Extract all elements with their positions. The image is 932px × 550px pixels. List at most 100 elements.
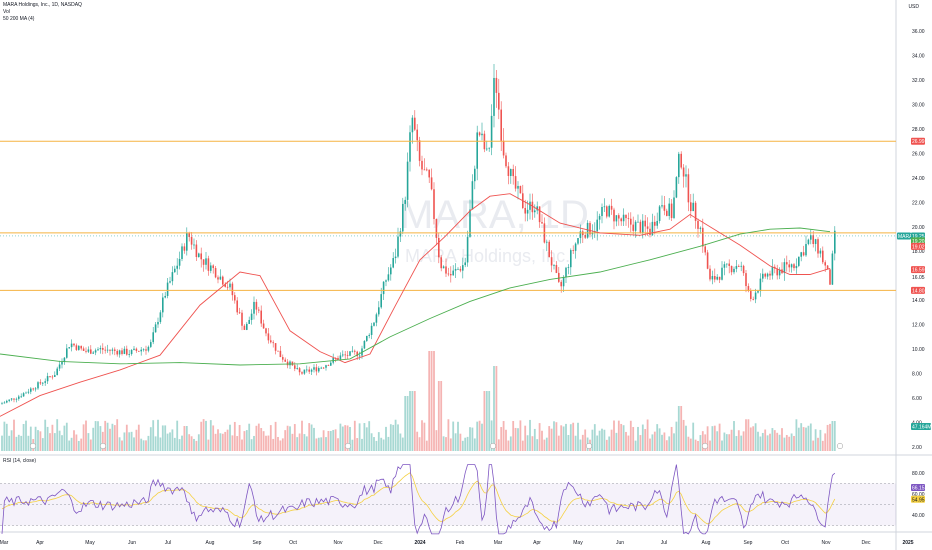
candle-body	[764, 273, 766, 277]
candle-body	[111, 349, 114, 351]
candle-body	[15, 398, 18, 400]
candle-body	[510, 169, 512, 176]
candle-body	[718, 276, 721, 280]
volume-bar	[327, 431, 330, 451]
volume-bar	[704, 434, 707, 451]
volume-bar	[797, 427, 800, 451]
candle-body	[826, 265, 829, 270]
volume-bar	[25, 420, 27, 451]
candle-body	[363, 340, 366, 349]
volume-bar	[697, 440, 699, 451]
volume-bar	[627, 435, 630, 451]
candle-body	[339, 355, 342, 360]
currency-label[interactable]: USD	[908, 4, 919, 10]
volume-bar	[497, 439, 500, 451]
volume-bar	[418, 437, 421, 451]
candle-body	[613, 209, 615, 222]
time-axis: Mar Apr May Jun Jul Aug Sep Oct Nov Dec 2024 Feb Mar…	[0, 540, 914, 546]
rsi-legend[interactable]: RSI (14, close)	[3, 458, 37, 464]
candle-body	[49, 376, 51, 377]
candle-body	[411, 117, 414, 133]
volume-bar	[171, 429, 174, 451]
candle-body	[620, 218, 622, 222]
candle-body	[142, 349, 145, 351]
symbol-title[interactable]: MARA Holdings, Inc., 1D, NASDAQ	[3, 2, 82, 8]
candle-body	[622, 214, 625, 222]
volume-bar	[125, 424, 128, 451]
candle-body	[776, 268, 778, 276]
volume-bar	[490, 420, 493, 451]
candle-body	[198, 253, 200, 258]
volume-bar	[308, 423, 311, 451]
candle-body	[169, 281, 171, 283]
volume-bar	[421, 420, 423, 451]
ma-legend[interactable]: 50 200 MA (4)	[3, 16, 35, 22]
volume-bar	[44, 419, 47, 451]
candle-body	[265, 328, 267, 334]
volume-bar	[473, 438, 476, 451]
time-tick-label: 2025	[902, 540, 913, 546]
candle-body	[558, 272, 560, 282]
candle-body	[193, 244, 195, 246]
volume-bar	[178, 439, 181, 451]
candle-body	[762, 273, 764, 279]
price-label: 19.25	[912, 234, 925, 240]
volume-bar	[764, 429, 767, 451]
volume-bar	[560, 425, 563, 451]
candle-body	[250, 313, 253, 320]
volume-bar	[181, 435, 183, 451]
volume-bar	[584, 429, 587, 451]
volume-legend[interactable]: Vol	[3, 9, 10, 15]
volume-bar	[574, 435, 577, 451]
volume-bar	[687, 436, 690, 451]
price-tick-label: 36.00	[912, 29, 925, 35]
candle-body	[754, 292, 757, 300]
volume-bar	[133, 437, 135, 451]
volume-bar	[437, 381, 440, 451]
price-label-bg	[911, 237, 925, 245]
candle-body	[654, 221, 656, 226]
candle-body	[694, 202, 697, 221]
candle-body	[178, 258, 181, 266]
candle-body	[682, 167, 685, 177]
candle-body	[675, 177, 678, 198]
candle-body	[246, 323, 248, 330]
candle-body	[658, 206, 661, 221]
candle-body	[195, 244, 198, 258]
candle-body	[565, 267, 567, 277]
candle-body	[742, 265, 745, 274]
candle-body	[800, 252, 802, 257]
volume-bar	[725, 434, 728, 451]
volume-bar	[526, 435, 529, 451]
volume-bar	[661, 434, 663, 451]
candle-body	[644, 220, 646, 227]
volume-bar	[411, 391, 414, 451]
candle-body	[464, 262, 466, 266]
candle-body	[186, 233, 188, 251]
candle-body	[562, 276, 565, 287]
candle-body	[238, 312, 241, 314]
time-tick-label: Sep	[253, 540, 262, 546]
candle-body	[426, 169, 428, 171]
volume-bar	[135, 429, 138, 451]
rsi-label-bg	[911, 484, 925, 492]
candle-body	[73, 343, 75, 346]
candle-body	[37, 382, 39, 389]
price-tick-label: 32.00	[912, 78, 925, 84]
candle-body	[529, 201, 531, 210]
volume-bar	[145, 440, 147, 451]
volume-bar	[445, 437, 447, 451]
candle-body	[272, 342, 274, 344]
volume-bar	[625, 431, 627, 451]
volume-bar	[663, 432, 666, 451]
volume-bar	[435, 430, 438, 451]
candle-body	[690, 202, 692, 212]
volume-bar	[694, 439, 697, 451]
price-label-bg	[897, 232, 911, 240]
volume-bar	[466, 436, 469, 451]
candle-body	[140, 349, 142, 352]
candle-body	[255, 301, 258, 310]
volume-bar	[245, 430, 248, 451]
candle-body	[188, 233, 190, 237]
